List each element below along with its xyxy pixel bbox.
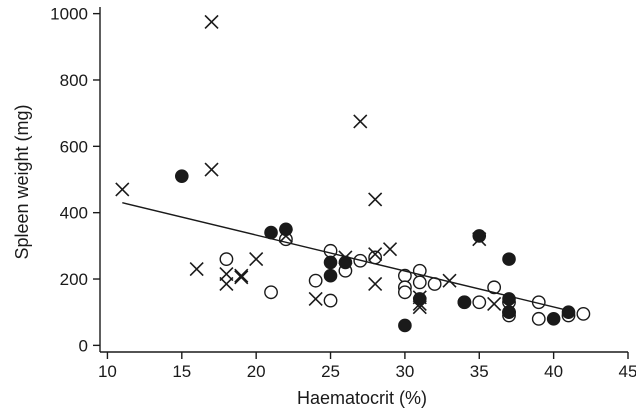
cross-point	[115, 182, 130, 197]
y-axis-title: Spleen weight (mg)	[12, 104, 32, 259]
cross-point	[368, 276, 383, 292]
x-tick-label: 25	[321, 362, 340, 381]
x-tick-label: 20	[247, 362, 266, 381]
filled-circle-point	[457, 295, 472, 310]
cross-point	[368, 247, 383, 262]
open-circle-point	[412, 275, 427, 290]
y-tick-label: 200	[60, 270, 88, 289]
open-circle-point	[323, 293, 338, 308]
data-points	[115, 14, 591, 333]
y-tick-label: 600	[60, 137, 88, 156]
x-tick-label: 35	[470, 362, 489, 381]
open-circle-point	[398, 285, 412, 300]
y-tick-label: 1000	[50, 5, 88, 24]
cross-point	[412, 296, 427, 311]
cross-point	[472, 232, 487, 247]
x-tick-label: 15	[172, 362, 191, 381]
filled-circle-point	[279, 222, 293, 237]
cross-point	[204, 14, 219, 29]
plot-area: 10 15 20 25 30 35 40 45 0 200 400 600 800 1000	[50, 5, 636, 381]
open-circle-point	[531, 311, 546, 326]
open-circle-point	[323, 243, 338, 258]
cross-point	[219, 266, 234, 282]
filled-circle-point	[472, 229, 487, 243]
cross-point	[353, 114, 368, 129]
open-circle-point	[487, 280, 502, 295]
open-circle-point	[219, 252, 234, 267]
open-circle-point	[264, 285, 278, 300]
cross-point	[219, 276, 234, 292]
y-tick-label: 0	[79, 336, 88, 355]
filled-circle-point	[412, 292, 427, 306]
open-circle-point	[472, 295, 487, 310]
cross-point	[442, 273, 457, 288]
x-tick-label: 40	[544, 362, 563, 381]
cross-point	[278, 228, 293, 243]
cross-point	[234, 268, 249, 283]
filled-circle-point	[561, 305, 576, 319]
x-tick-label: 30	[395, 362, 414, 381]
series-open-circle	[219, 232, 591, 326]
x-axis-title: Haematocrit (%)	[297, 388, 427, 408]
cross-point	[338, 250, 353, 265]
filled-circle-point	[546, 312, 561, 326]
cross-point	[234, 270, 249, 285]
y-axis-ticks: 0 200 400 600 800 1000	[50, 5, 100, 355]
x-axis-ticks: 10 15 20 25 30 35 40 45	[98, 352, 636, 381]
trend-line	[122, 202, 569, 312]
filled-circle-point	[175, 169, 189, 183]
cross-point	[412, 300, 427, 315]
filled-circle-point	[502, 305, 516, 319]
cross-point	[412, 290, 427, 305]
y-tick-label: 400	[60, 204, 88, 223]
filled-circle-point	[398, 318, 412, 333]
y-tick-label: 800	[60, 71, 88, 90]
cross-point	[204, 162, 219, 177]
cross-point	[249, 252, 264, 267]
filled-circle-point	[323, 268, 338, 283]
cross-point	[189, 262, 204, 277]
filled-circle-point	[323, 255, 338, 270]
open-circle-point	[576, 306, 591, 321]
cross-point	[382, 242, 398, 257]
open-circle-point	[308, 273, 323, 288]
cross-point	[487, 296, 502, 311]
filled-circle-point	[502, 252, 516, 266]
cross-point	[308, 291, 323, 306]
x-tick-label: 10	[98, 362, 117, 381]
cross-point	[368, 192, 383, 207]
series-cross	[115, 14, 502, 315]
x-tick-label: 45	[619, 362, 636, 381]
